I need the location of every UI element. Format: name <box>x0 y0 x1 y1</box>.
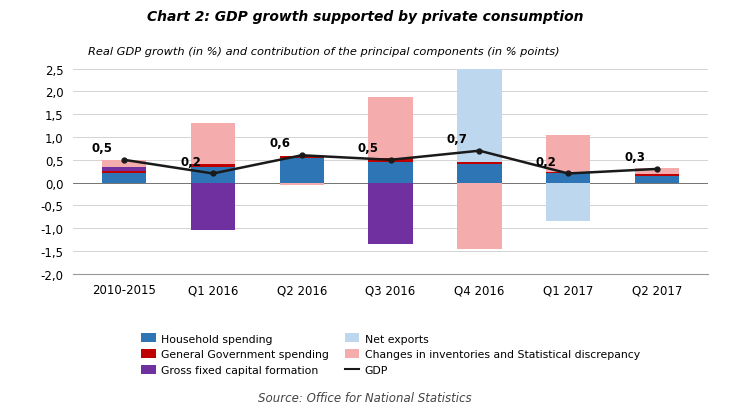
Text: Source: Office for National Statistics: Source: Office for National Statistics <box>258 391 472 404</box>
Text: Real GDP growth (in %) and contribution of the principal components (in % points: Real GDP growth (in %) and contribution … <box>88 47 559 57</box>
GDP <box>297 153 306 158</box>
Bar <box>102 174 146 183</box>
Bar <box>635 176 679 183</box>
Bar <box>191 165 235 167</box>
Legend: Household spending, General Government spending, Gross fixed capital formation, : Household spending, General Government s… <box>142 333 639 375</box>
Text: 0,2: 0,2 <box>536 155 556 168</box>
Bar <box>102 160 146 167</box>
Bar <box>369 159 412 163</box>
Bar <box>457 163 502 165</box>
Bar <box>546 172 591 174</box>
GDP <box>120 158 128 163</box>
Bar <box>457 165 502 183</box>
Text: 0,2: 0,2 <box>180 155 201 168</box>
Bar <box>280 183 324 185</box>
Bar <box>191 183 235 231</box>
Bar <box>635 175 679 176</box>
Bar <box>102 167 146 172</box>
Bar <box>369 98 412 159</box>
Bar <box>369 163 412 183</box>
Text: Chart 2: GDP growth supported by private consumption: Chart 2: GDP growth supported by private… <box>147 10 583 24</box>
Bar <box>280 158 324 183</box>
Bar <box>546 174 591 183</box>
GDP <box>653 167 661 172</box>
Text: 0,5: 0,5 <box>91 142 112 155</box>
Text: 0,3: 0,3 <box>624 151 645 164</box>
Bar <box>457 67 502 163</box>
Bar <box>191 124 235 165</box>
Text: 0,6: 0,6 <box>269 137 290 150</box>
Text: 0,7: 0,7 <box>447 133 468 146</box>
Bar <box>191 167 235 183</box>
Bar <box>457 183 502 249</box>
Bar <box>635 168 679 175</box>
Bar <box>546 183 591 222</box>
Line: GDP: GDP <box>122 149 659 176</box>
Bar <box>546 136 591 172</box>
GDP <box>209 172 218 177</box>
GDP <box>386 158 395 163</box>
Bar <box>102 172 146 174</box>
Bar <box>369 183 412 245</box>
Text: 0,5: 0,5 <box>358 142 379 155</box>
Bar <box>280 157 324 158</box>
GDP <box>564 172 572 177</box>
GDP <box>475 149 484 154</box>
